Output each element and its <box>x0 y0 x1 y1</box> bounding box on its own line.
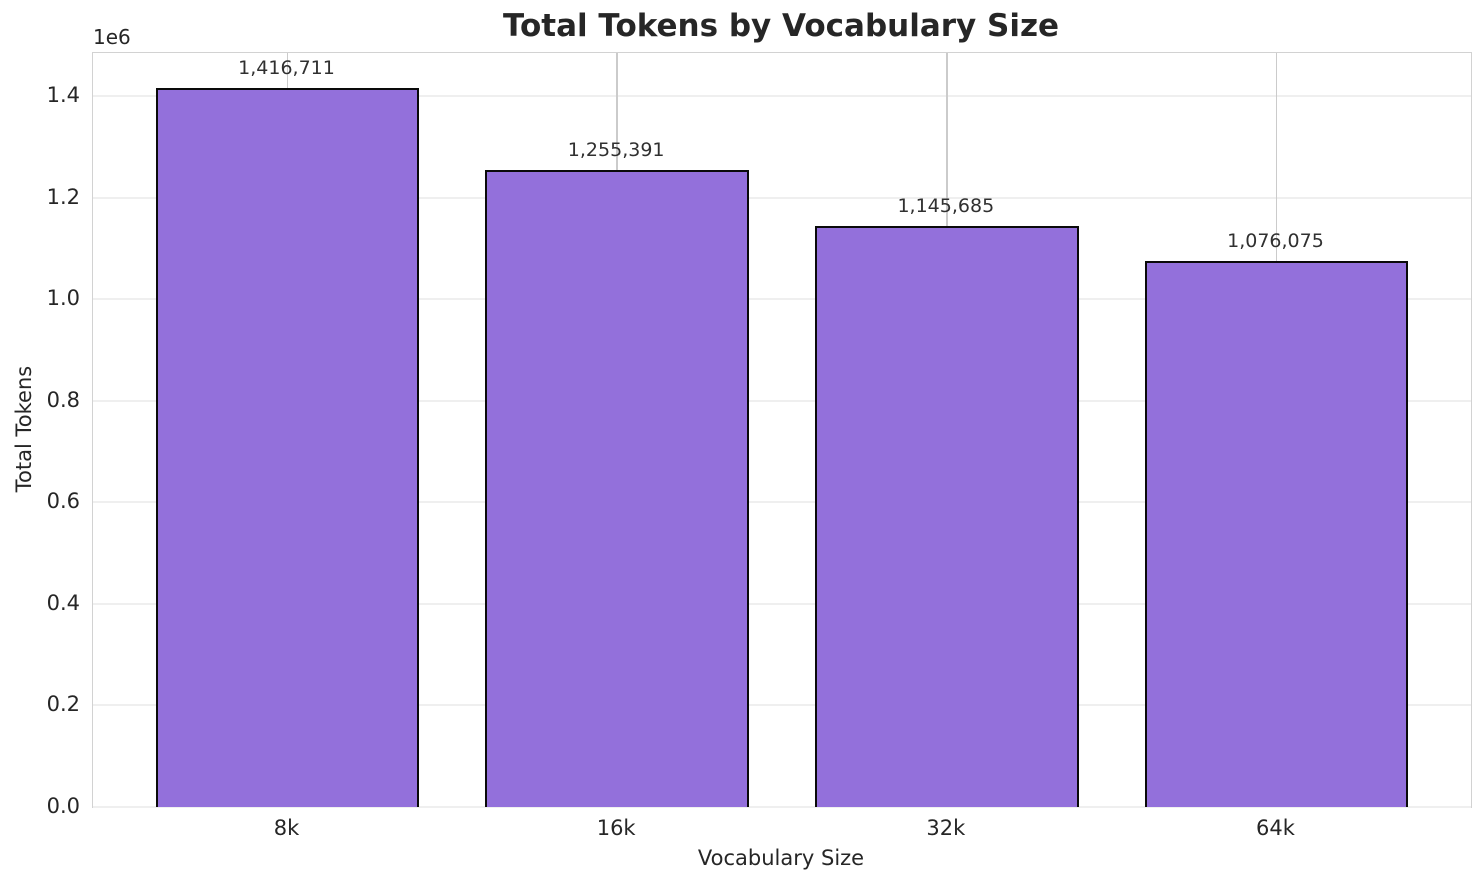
y-axis-label: Total Tokens <box>12 365 36 493</box>
bar-value-label: 1,255,391 <box>567 138 665 161</box>
y-axis-offset-label: 1e6 <box>93 25 131 49</box>
chart-title: Total Tokens by Vocabulary Size <box>502 8 1060 44</box>
gridline-horizontal <box>93 95 1471 98</box>
y-tick-label: 0.6 <box>46 489 80 514</box>
y-tick-label: 0.2 <box>46 692 80 717</box>
gridline-horizontal <box>93 806 1471 808</box>
bar-64k <box>1144 260 1409 807</box>
gridline-horizontal <box>93 399 1471 402</box>
gridline-horizontal <box>93 196 1471 199</box>
y-tick-label: 0.4 <box>46 590 80 615</box>
bar-32k <box>814 225 1079 807</box>
bar-value-label: 1,076,075 <box>1227 229 1324 252</box>
x-tick-label: 64k <box>1256 816 1295 840</box>
x-tick-label: 32k <box>926 816 966 840</box>
x-tick-label: 8k <box>273 816 300 840</box>
y-tick-label: 0.8 <box>46 387 80 412</box>
x-axis-label: Vocabulary Size <box>697 846 865 870</box>
bar-16k <box>485 169 750 807</box>
gridline-horizontal <box>93 298 1471 301</box>
x-tick-label: 16k <box>596 816 636 840</box>
gridline-horizontal <box>93 501 1471 504</box>
y-tick-label: 1.0 <box>46 286 80 311</box>
y-tick-label: 0.0 <box>46 794 80 818</box>
bar-8k <box>155 88 420 807</box>
y-tick-label: 1.4 <box>46 83 80 108</box>
plot-area <box>92 52 1472 808</box>
gridline-horizontal <box>93 602 1471 605</box>
bar-value-label: 1,145,685 <box>897 194 995 217</box>
y-tick-label: 1.2 <box>46 184 80 209</box>
bar-value-label: 1,416,711 <box>238 57 335 79</box>
gridline-horizontal <box>93 704 1471 707</box>
